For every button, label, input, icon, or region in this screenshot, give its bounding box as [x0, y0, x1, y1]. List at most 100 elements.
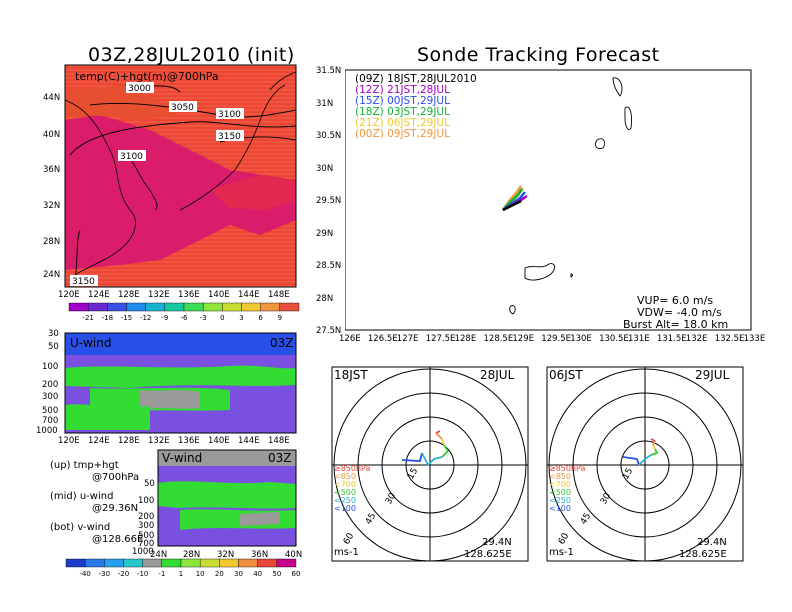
lon-tick: 132E: [148, 436, 170, 446]
svg-text:3150: 3150: [218, 132, 241, 142]
track-legend-item: (12Z) 21JST,28JUL: [355, 84, 450, 96]
note-bot: (bot) v-wind @128.66E: [50, 522, 144, 545]
colorbar-label: -15: [121, 314, 132, 322]
hodo-lat: 29.4N: [697, 537, 727, 548]
colorbar-swatch: [183, 302, 204, 312]
japan-coast: [179, 84, 286, 211]
lon-tick: 120E: [58, 436, 80, 446]
lon-tick: 136E: [178, 436, 200, 446]
lon-tick: 128E: [118, 436, 140, 446]
colorbar-label: 50: [272, 570, 281, 578]
contour-3100a: [69, 121, 297, 156]
colorbar-label: -21: [82, 314, 93, 322]
hodo-lon: 128.625E: [679, 549, 727, 560]
note-up: (up) tmp+hgt @700hPa: [50, 460, 140, 483]
level-legend-item: <850: [334, 472, 356, 481]
lat-tick: 36N: [251, 550, 269, 560]
lon-tick: 120E: [58, 290, 80, 300]
level-legend-item: <100: [334, 504, 356, 513]
hokkaido-coast: [269, 71, 297, 91]
level-legend: ≥850hPa<850<700<500<250<100: [334, 464, 371, 513]
lat-tick: 31N: [316, 98, 334, 109]
lat-tick: 28.5N: [316, 261, 342, 271]
island-kikai: [570, 273, 573, 278]
lat-tick: 29N: [316, 228, 334, 239]
lat-tick: 40N: [285, 550, 303, 560]
v-wind-panel: V-wind 03Z: [157, 449, 297, 547]
track-09z: [502, 199, 522, 212]
lon-tick: 131E: [628, 334, 650, 344]
level-tick: 200: [42, 380, 59, 390]
korea-coast: [124, 154, 158, 211]
colorbar-label: 40: [253, 570, 262, 578]
hodo-trace: [401, 430, 450, 467]
svg-text:3100: 3100: [120, 152, 143, 162]
track-legend-item: (15Z) 00JST,29JUL: [355, 95, 450, 107]
vup-text: VUP= 6.0 m/s: [637, 294, 713, 307]
lat-tick: 40N: [43, 130, 61, 140]
level-tick: 300: [42, 392, 59, 402]
colorbar-label: 6: [258, 314, 263, 322]
lat-tick: 36N: [43, 165, 61, 175]
lon-tick: 144E: [238, 290, 260, 300]
level-tick: 1000: [36, 426, 58, 436]
colorbar-label: -1: [158, 570, 165, 578]
lon-tick: 129.5E: [541, 334, 572, 344]
colorbar-label: -20: [118, 570, 129, 578]
colorbar-swatch: [65, 558, 86, 568]
lon-tick: 130E: [570, 334, 592, 344]
cool-region: [65, 85, 180, 120]
level-legend: ≥850hPa<850<700<500<250<100: [549, 464, 586, 513]
colorbar-swatch: [276, 558, 297, 568]
contour-labels: 3000 3050 3100 3150 3100 3150: [70, 82, 244, 287]
island-tokunoshima: [509, 305, 516, 315]
lon-tick: 130.5E: [599, 334, 629, 344]
track-legend-item: (00Z) 09JST,29JUL: [355, 128, 450, 140]
lon-tick: 127.5E: [425, 334, 456, 344]
track-legend-item: (21Z) 06JST,29JUL: [355, 117, 450, 129]
svg-text:3100: 3100: [218, 110, 241, 120]
lat-tick: 31.5N: [316, 66, 342, 76]
temp-colorbar: -21 -18 -15 -12 -9 -6 -3 0 3 6 9: [68, 302, 300, 322]
track-legend-item: (18Z) 03JST,29JUL: [355, 106, 450, 118]
hodo-date: 28JUL: [480, 368, 515, 382]
colorbar-swatch: [199, 558, 220, 568]
trajectories: [501, 185, 528, 212]
level-legend-item: <250: [549, 496, 571, 505]
island-tanegashima: [624, 106, 632, 130]
lon-tick: 140E: [208, 290, 230, 300]
tracking-frame: [345, 69, 752, 331]
island-osumi: [612, 77, 623, 97]
note-mid: (mid) u-wind @29.36N: [50, 491, 139, 514]
island-amami: [524, 263, 556, 281]
colorbar-label: 9: [278, 314, 282, 322]
level-tick: 300: [138, 521, 155, 531]
colorbar-swatch: [107, 302, 127, 312]
lon-tick: 128E: [118, 290, 140, 300]
colorbar-swatch: [126, 302, 146, 312]
lon-tick: 126E: [339, 334, 361, 344]
temp-height-map: 3000 3050 3100 3150 3100 3150 temp(C)+hg…: [64, 64, 297, 288]
colorbar-label: 0: [220, 314, 224, 322]
lat-tick: 28N: [183, 550, 201, 560]
lon-tick: 128E: [454, 334, 477, 344]
u-wind-label: U-wind: [70, 336, 111, 350]
lon-tick: 132E: [148, 290, 170, 300]
lat-tick: 27.5N: [316, 326, 342, 336]
track-legend: (09Z) 18JST,28JUL2010(12Z) 21JST,28JUL(1…: [355, 73, 477, 140]
colorbar-swatch: [279, 302, 300, 312]
colorbar-label: 20: [215, 570, 224, 578]
colorbar-label: -30: [99, 570, 110, 578]
colorbar-label: -12: [140, 314, 151, 322]
colorbar-label: -18: [102, 314, 113, 322]
hodo-time: 06JST: [549, 368, 583, 382]
level-legend-item: ≥850hPa: [334, 464, 371, 473]
lon-tick: 126.5E: [367, 334, 398, 344]
hodo-unit: ms-1: [549, 547, 574, 558]
colorbar-swatch: [222, 302, 242, 312]
colorbar-label: 1: [179, 570, 183, 578]
lat-tick: 24N: [150, 550, 168, 560]
colorbar-swatch: [145, 302, 166, 312]
colorbar-swatch: [238, 558, 258, 568]
colorbar-swatch: [202, 302, 223, 312]
